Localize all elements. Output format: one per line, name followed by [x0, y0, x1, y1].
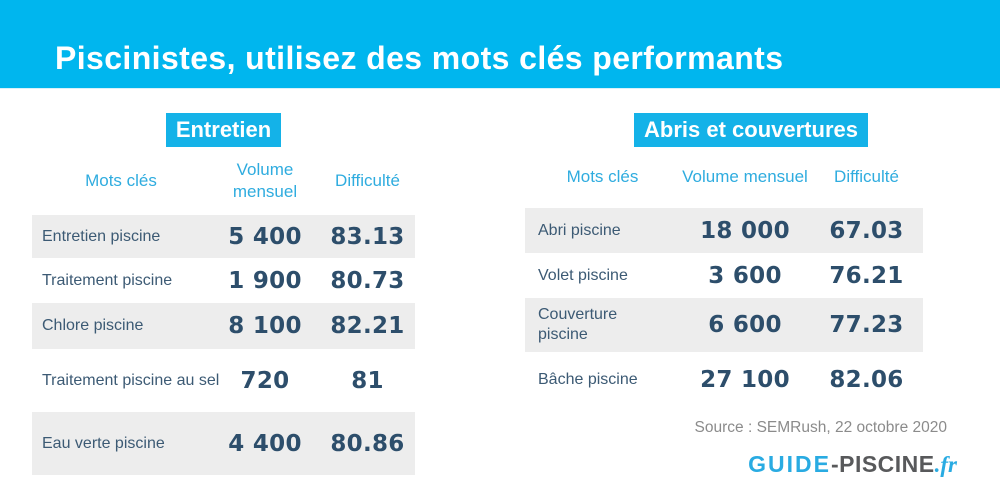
volume-cell: 8 100 — [228, 313, 302, 339]
volume-cell: 4 400 — [228, 430, 302, 457]
column-header-keyword: Mots clés — [566, 167, 639, 187]
column-header-volume: Volume mensuel — [682, 167, 808, 187]
keyword-cell: Chlore piscine — [42, 317, 144, 334]
keyword-cell: Eau verte piscine — [42, 434, 165, 452]
logo-guide-text: GUIDE — [748, 451, 831, 477]
table-row: Chlore piscine 8 100 82.21 — [32, 303, 415, 349]
table-row: Volet piscine 3 600 76.21 — [525, 253, 923, 298]
volume-cell: 720 — [240, 367, 290, 394]
volume-cell: 5 400 — [228, 223, 302, 250]
keywords-table-abris-couvertures: Abris et couvertures Mots clés Volume me… — [525, 113, 923, 407]
table-row: Traitement piscine 1 900 80.73 — [32, 258, 415, 303]
volume-cell: 6 600 — [708, 312, 782, 338]
volume-cell: 18 000 — [700, 217, 790, 244]
column-header-volume: Volume mensuel — [232, 159, 298, 201]
table-title-row: Abris et couvertures — [525, 113, 923, 147]
logo-piscine-text: -PISCINE — [830, 451, 935, 477]
volume-cell: 3 600 — [708, 262, 782, 289]
table-title-row: Entretien — [32, 113, 415, 147]
difficulty-cell: 77.23 — [829, 312, 904, 338]
keyword-cell: Bâche piscine — [538, 370, 638, 388]
difficulty-cell: 80.73 — [330, 267, 405, 294]
guide-piscine-logo: GUIDE-PISCINE.fr — [748, 451, 957, 478]
volume-cell: 1 900 — [228, 267, 302, 294]
table-row: Abri piscine 18 000 67.03 — [525, 208, 923, 253]
column-header-difficulty: Difficulté — [834, 167, 899, 187]
table-row: Couverture piscine 6 600 77.23 — [525, 298, 923, 352]
keyword-cell: Couverture piscine — [538, 306, 618, 343]
table-title-entretien: Entretien — [165, 113, 282, 147]
difficulty-cell: 76.21 — [829, 262, 904, 289]
page-title: Piscinistes, utilisez des mots clés perf… — [55, 40, 784, 76]
keyword-cell: Traitement piscine au sel — [42, 371, 220, 389]
difficulty-cell: 81 — [351, 367, 384, 394]
table-row: Traitement piscine au sel 720 81 — [32, 349, 415, 412]
difficulty-cell: 82.06 — [829, 366, 904, 393]
keyword-cell: Volet piscine — [538, 266, 628, 284]
keyword-cell: Traitement piscine — [42, 271, 173, 289]
header-banner: Piscinistes, utilisez des mots clés perf… — [0, 0, 1000, 88]
column-header-keyword: Mots clés — [85, 170, 157, 190]
table-title-abris: Abris et couvertures — [634, 113, 868, 147]
keywords-table-entretien: Entretien Mots clés Volume mensuel Diffi… — [32, 113, 415, 475]
table-header-row: Mots clés Volume mensuel Difficulté — [525, 147, 923, 208]
table-row: Entretien piscine 5 400 83.13 — [32, 215, 415, 258]
logo-fr-text: .fr — [934, 452, 957, 477]
difficulty-cell: 67.03 — [829, 217, 904, 244]
difficulty-cell: 82.21 — [330, 313, 405, 339]
difficulty-cell: 83.13 — [330, 223, 405, 250]
table-row: Bâche piscine 27 100 82.06 — [525, 352, 923, 407]
keyword-cell: Abri piscine — [538, 221, 621, 239]
source-caption: Source : SEMRush, 22 octobre 2020 — [694, 419, 947, 436]
column-header-difficulty: Difficulté — [335, 170, 400, 190]
difficulty-cell: 80.86 — [330, 430, 405, 457]
keyword-cell: Entretien piscine — [42, 227, 161, 245]
volume-cell: 27 100 — [700, 366, 790, 393]
table-header-row: Mots clés Volume mensuel Difficulté — [32, 147, 415, 215]
table-row: Eau verte piscine 4 400 80.86 — [32, 412, 415, 475]
